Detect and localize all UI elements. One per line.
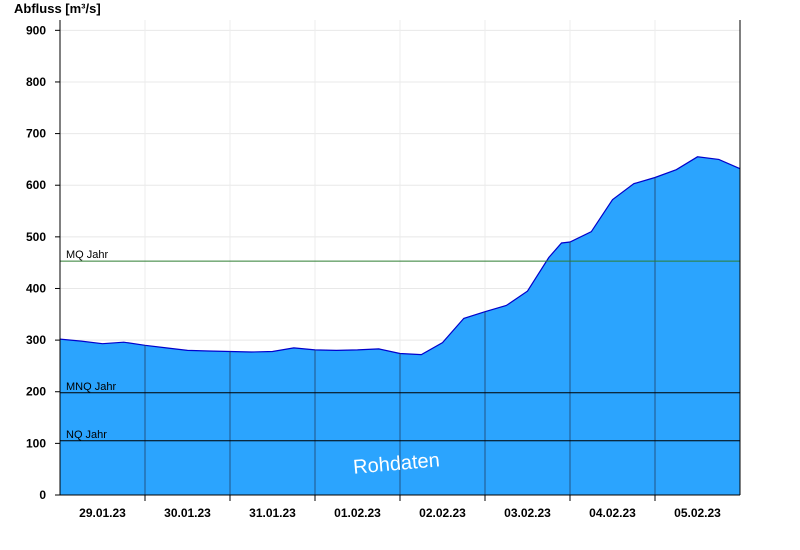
discharge-line [59, 156, 741, 356]
y-tick-label-800: 800 [26, 75, 46, 89]
x-tick-label-4: 02.02.23 [419, 506, 466, 520]
y-tick-label-0: 0 [39, 488, 46, 502]
y-tick-label-900: 900 [26, 23, 46, 37]
y-tick-label-400: 400 [26, 281, 46, 295]
reference-lines: MQ Jahr MNQ Jahr NQ Jahr [60, 249, 740, 442]
ref-label-1: MNQ Jahr [66, 381, 116, 393]
ref-label-0: MQ Jahr [66, 249, 109, 261]
y-ticks: 0 100 200 300 400 500 600 700 800 900 [26, 23, 60, 502]
day-dividers [144, 177, 656, 495]
y-axis-label: Abfluss [m³/s] [14, 1, 101, 16]
x-tick-label-2: 31.01.23 [249, 506, 296, 520]
y-tick-label-100: 100 [26, 436, 46, 450]
x-tick-label-6: 04.02.23 [589, 506, 636, 520]
y-tick-label-500: 500 [26, 230, 46, 244]
y-tick-label-700: 700 [26, 127, 46, 141]
y-tick-label-600: 600 [26, 178, 46, 192]
ref-label-2: NQ Jahr [66, 429, 107, 441]
x-tick-label-5: 03.02.23 [504, 506, 551, 520]
x-tick-label-0: 29.01.23 [79, 506, 126, 520]
x-ticks: 29.01.23 30.01.23 31.01.23 01.02.23 02.02.23… [79, 495, 721, 520]
x-tick-label-3: 01.02.23 [334, 506, 381, 520]
y-tick-label-200: 200 [26, 385, 46, 399]
y-tick-label-300: 300 [26, 333, 46, 347]
x-tick-label-1: 30.01.23 [164, 506, 211, 520]
x-tick-label-7: 05.02.23 [674, 506, 721, 520]
